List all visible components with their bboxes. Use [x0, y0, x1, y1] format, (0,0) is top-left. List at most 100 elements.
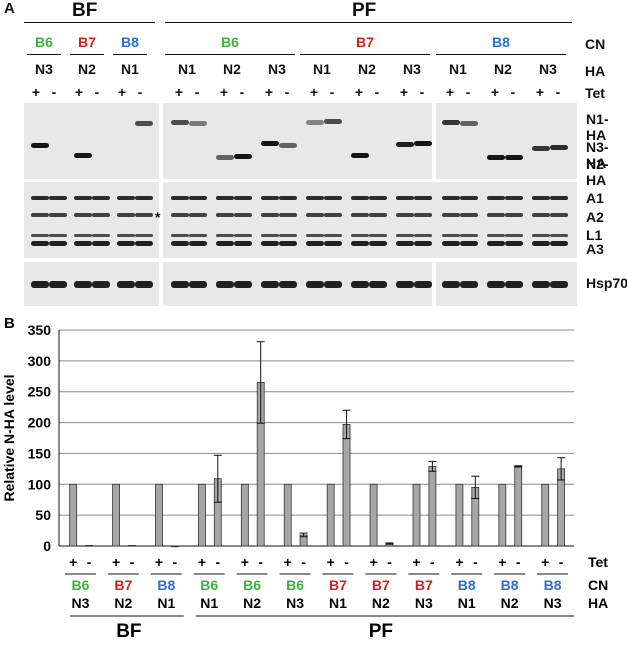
bar — [240, 483, 249, 547]
blot-band — [351, 281, 369, 288]
pf-cn-label: B8 — [492, 34, 510, 50]
blot-band — [532, 241, 550, 246]
category-cn-label: B8 — [544, 577, 562, 593]
tet-sign: + — [219, 84, 229, 100]
pf-cn-label: B7 — [356, 34, 374, 50]
tet-sign: + — [490, 84, 500, 100]
blot-band — [74, 241, 92, 246]
ha-row-label: HA — [585, 63, 606, 79]
bar — [198, 483, 206, 547]
blot-band — [460, 234, 478, 237]
pf-cn-underline — [436, 54, 566, 55]
tet-sign: - — [239, 84, 245, 100]
blot-band — [460, 213, 478, 217]
blot-band — [306, 120, 324, 125]
blot-band — [74, 234, 92, 237]
tet-sign-label: + — [498, 554, 506, 570]
blot-band — [189, 241, 207, 246]
y-tick-label: 350 — [28, 322, 52, 338]
blot-band — [324, 234, 342, 237]
blot-band — [31, 281, 49, 288]
blot-band — [532, 146, 550, 151]
blot-band — [324, 119, 342, 124]
blot-band — [234, 234, 252, 237]
blot-band — [369, 213, 387, 217]
blot-band — [171, 196, 189, 200]
tet-sign-label: - — [473, 554, 478, 570]
blot-band — [442, 241, 460, 246]
blot-band — [442, 234, 460, 237]
category-cn-label: B7 — [114, 577, 132, 593]
blot-band — [442, 120, 460, 125]
blot-band — [460, 281, 478, 288]
blot-band — [306, 241, 324, 246]
blot-ha — [24, 103, 577, 179]
tet-sign-label: - — [559, 554, 564, 570]
category-ha-label: N2 — [501, 595, 519, 611]
category-cn-label: B8 — [501, 577, 519, 593]
blot-band — [279, 196, 297, 200]
blot-divider-3 — [432, 262, 436, 310]
bar — [283, 483, 292, 547]
y-tick-label: 100 — [28, 476, 52, 492]
category-cn-label: B6 — [243, 577, 261, 593]
pf-ha-label: N3 — [268, 61, 286, 77]
star-marker: * — [155, 209, 161, 225]
category-cn-label: B6 — [200, 577, 218, 593]
blot-band — [234, 241, 252, 246]
blot-band — [532, 281, 550, 288]
blot-band — [49, 234, 67, 237]
a2-label: A2 — [586, 209, 604, 225]
pf-ha-label: N2 — [358, 61, 376, 77]
category-ha-label: N2 — [114, 595, 132, 611]
pf-ha-label: N3 — [539, 61, 557, 77]
blot-band — [216, 234, 234, 237]
bar — [326, 483, 335, 547]
pf-group-line — [165, 22, 572, 23]
blot-band — [189, 234, 207, 237]
blot-band — [396, 213, 414, 217]
tet-sign: - — [465, 84, 471, 100]
blot-band — [396, 234, 414, 237]
category-cn-label: B8 — [157, 577, 175, 593]
tet-sign: - — [374, 84, 380, 100]
blot-band — [234, 154, 252, 159]
tet-sign: + — [535, 84, 545, 100]
blot-band — [351, 213, 369, 217]
pf-ha-label: N1 — [313, 61, 331, 77]
pf-ha-label: N3 — [403, 61, 421, 77]
blot-band — [92, 196, 110, 200]
blot-band — [396, 241, 414, 246]
blot-band — [324, 281, 342, 288]
blot-band — [369, 234, 387, 237]
blot-band — [306, 196, 324, 200]
category-cn-label: B6 — [72, 577, 90, 593]
tet-sign-label: - — [130, 554, 135, 570]
tet-sign: - — [510, 84, 516, 100]
tet-sign: - — [94, 84, 100, 100]
blot-band — [234, 196, 252, 200]
category-ha-label: N3 — [415, 595, 433, 611]
blot-band — [532, 196, 550, 200]
category-ha-label: N1 — [200, 595, 218, 611]
tet-sign: + — [445, 84, 455, 100]
blot-band — [31, 143, 49, 148]
blot-band — [414, 281, 432, 288]
blot-band — [49, 213, 67, 217]
blot-band — [505, 155, 523, 160]
blot-band — [487, 155, 505, 160]
blot-band — [505, 234, 523, 237]
category-cn-label: B7 — [329, 577, 347, 593]
blot-band — [135, 196, 153, 200]
blot-band — [74, 153, 92, 158]
bar — [155, 483, 163, 547]
blot-band — [306, 234, 324, 237]
blot-band — [135, 241, 153, 246]
blot-band — [487, 213, 505, 217]
blot-band — [351, 153, 369, 158]
bar — [369, 483, 378, 547]
bf-cn-label: B6 — [35, 34, 53, 50]
blot-band — [92, 234, 110, 237]
blot-band — [396, 196, 414, 200]
blot-band — [414, 241, 432, 246]
